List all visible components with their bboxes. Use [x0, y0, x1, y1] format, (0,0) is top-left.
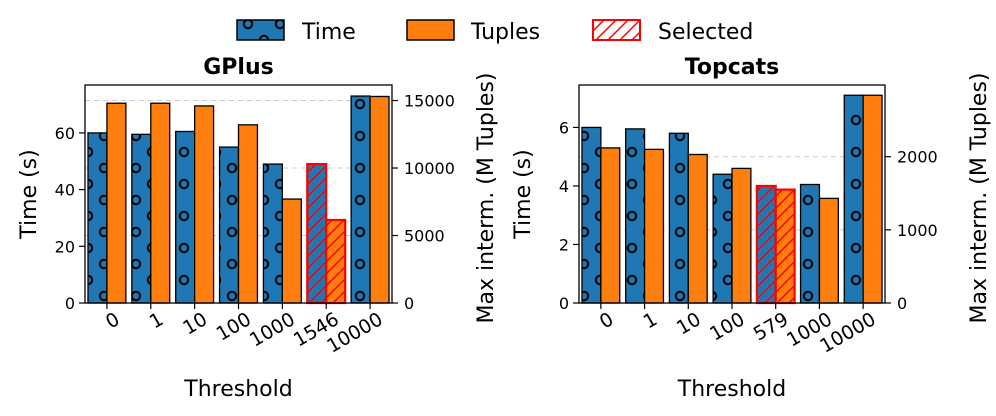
c0-y-axis-label: Time (s) [17, 149, 42, 239]
c0-left-tick-label: 20 [55, 237, 75, 256]
c0-tuples-bar-outline-1546 [325, 218, 347, 305]
c1-tuples-bar-100 [732, 168, 751, 303]
c0-time-bar-pattern-1000 [262, 163, 284, 304]
c1-time-bar-pattern-579 [755, 184, 777, 305]
c1-x-tick-label-100: 100 [706, 308, 748, 345]
legend: Time Tuples Selected [236, 19, 753, 45]
c0-right-tick-label: 0 [404, 294, 414, 313]
c1-tuples-bar-1000 [819, 198, 839, 303]
c0-time-bar-pattern-1 [131, 133, 152, 304]
c0-tuples-bar-10 [194, 105, 214, 303]
c1-left-tick-label: 6 [559, 118, 569, 137]
c1-tuples-bar-0 [600, 147, 620, 303]
c1-time-bar-pattern-0 [581, 126, 602, 304]
c0-tuples-bar-1000 [282, 199, 302, 303]
legend-item-tuples: Tuples [406, 19, 540, 45]
legend-item-time: Time [236, 19, 356, 45]
c1-time-bar-pattern-1 [625, 128, 646, 304]
c0-left-tick-label: 60 [55, 124, 75, 143]
c1-tuples-bar-10000 [863, 95, 883, 303]
c1-x-axis-label: Threshold [677, 377, 786, 402]
c0-tuples-bar-0 [106, 103, 126, 304]
c1-right-tick-label: 2000 [897, 148, 938, 167]
c1-tuples-bar-outline-579 [774, 188, 796, 305]
c0-time-bar-pattern-100 [218, 146, 240, 304]
legend-swatch-time-pattern [237, 20, 284, 40]
c1-tuples-bar-1 [644, 149, 664, 303]
legend-label-tuples: Tuples [470, 20, 540, 45]
c1-time-bar-pattern-10 [668, 132, 689, 304]
c0-x-tick-label-0: 0 [102, 308, 123, 333]
c1-tuples-bar-10 [688, 154, 708, 303]
c1-x-tick-label-0: 0 [596, 308, 617, 333]
c1-title: Topcats [685, 55, 779, 80]
c0-tuples-bar-10000 [370, 96, 390, 303]
legend-label-selected: Selected [658, 20, 753, 45]
c0-x-tick-label-100: 100 [213, 308, 255, 345]
c1-left-tick-label: 0 [559, 294, 569, 313]
c1-time-bar-pattern-1000 [799, 183, 821, 304]
c0-title: GPlus [203, 55, 273, 80]
c0-x-axis-label: Threshold [183, 377, 292, 402]
c0-y2-axis-label: Max interm. (M Tuples) [474, 72, 499, 323]
c0-right-tick-label: 10000 [404, 159, 455, 178]
legend-item-selected: Selected [592, 19, 753, 45]
c1-time-bar-pattern-100 [712, 173, 733, 304]
c0-right-tick-label: 5000 [404, 227, 445, 246]
c0-time-bar-pattern-1546 [306, 162, 328, 305]
c1-x-tick-label-10: 10 [673, 308, 705, 339]
c1-x-tick-label-1: 1 [640, 308, 661, 333]
c0-x-tick-label-1000: 1000 [246, 308, 299, 351]
c0-time-bar-pattern-10 [175, 130, 196, 304]
c0-tuples-bar-100 [238, 124, 258, 303]
c1-right-tick-label: 0 [897, 294, 907, 313]
c0-time-bar-pattern-0 [87, 132, 108, 304]
c0-left-tick-label: 40 [55, 181, 75, 200]
legend-swatch-selected [592, 19, 641, 41]
c0-left-tick-label: 0 [65, 294, 75, 313]
c0-x-tick-label-10: 10 [179, 308, 211, 339]
c1-left-tick-label: 4 [559, 177, 569, 196]
c1-right-tick-label: 1000 [897, 221, 938, 240]
c0-tuples-bar-1 [150, 103, 170, 304]
c1-left-tick-label: 2 [559, 235, 569, 254]
c1-x-tick-label-579: 579 [750, 308, 792, 345]
c1-time-bar-pattern-10000 [843, 94, 864, 304]
c0-x-tick-label-1: 1 [146, 308, 167, 333]
c1-y2-axis-label: Max interm. (M Tuples) [967, 72, 992, 323]
c0-right-tick-label: 15000 [404, 92, 455, 111]
legend-swatch-tuples [406, 19, 455, 41]
c1-y-axis-label: Time (s) [511, 149, 536, 239]
legend-label-time: Time [301, 20, 356, 45]
c0-time-bar-pattern-10000 [350, 95, 371, 304]
